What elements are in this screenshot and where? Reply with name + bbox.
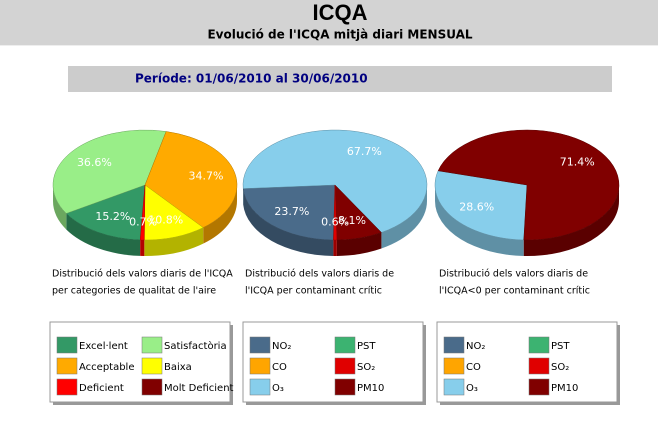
legend-label: PM10 [551,383,578,394]
legend-swatch [444,337,464,353]
value-label: 0.6% [321,215,349,228]
pie-side [333,240,336,256]
caption: Distribució dels valors diaris de [439,269,588,280]
legend-label: SO₂ [357,362,375,373]
value-label: 0.7% [129,215,157,228]
value-label: 23.7% [274,205,309,218]
caption: per categories de qualitat de l'aire [52,286,216,297]
legend-swatch [142,358,162,374]
legend-swatch [57,358,77,374]
legend-swatch [250,337,270,353]
legend-label: Deficient [79,383,124,394]
subtitle: Evolució de l'ICQA mitjà diari MENSUAL [207,28,472,42]
value-label: 28.6% [459,200,494,213]
value-label: 15.2% [95,210,130,223]
pie-side [140,240,144,256]
legend-label: O₃ [466,383,478,394]
legend-swatch [250,358,270,374]
caption: Distribució dels valors diaris de [245,269,394,280]
legend-swatch [529,379,549,395]
legend-label: PST [551,341,570,352]
value-label: 71.4% [560,156,595,169]
caption: l'ICQA<0 per contaminant crític [439,286,590,297]
legend-swatch [142,379,162,395]
value-label: 34.7% [188,170,223,183]
title: ICQA [313,0,368,25]
legend-label: PM10 [357,383,384,394]
legend-label: Satisfactòria [164,340,227,352]
legend-label: Excel·lent [79,341,128,352]
legend-swatch [335,379,355,395]
legend-swatch [529,358,549,374]
legend-swatch [335,358,355,374]
legend-swatch [142,337,162,353]
period: Període: 01/06/2010 al 30/06/2010 [135,72,368,86]
legend-swatch [444,379,464,395]
legend-label: CO [272,362,287,373]
legend-label: SO₂ [551,362,569,373]
legend-label: CO [466,362,481,373]
legend-swatch [529,337,549,353]
legend-swatch [444,358,464,374]
caption: Distribució dels valors diaris de l'ICQA [52,269,233,280]
value-label: 36.6% [77,156,112,169]
legend-label: NO₂ [272,341,291,352]
legend-label: NO₂ [466,341,485,352]
legend-label: Acceptable [79,362,135,373]
legend-swatch [57,379,77,395]
legend-swatch [335,337,355,353]
legend-label: Molt Deficient [164,383,234,394]
legend-label: Baixa [164,362,192,373]
legend-label: PST [357,341,376,352]
caption: l'ICQA per contaminant crític [245,286,382,297]
legend-label: O₃ [272,383,284,394]
value-label: 67.7% [347,145,382,158]
legend-swatch [57,337,77,353]
legend-swatch [250,379,270,395]
